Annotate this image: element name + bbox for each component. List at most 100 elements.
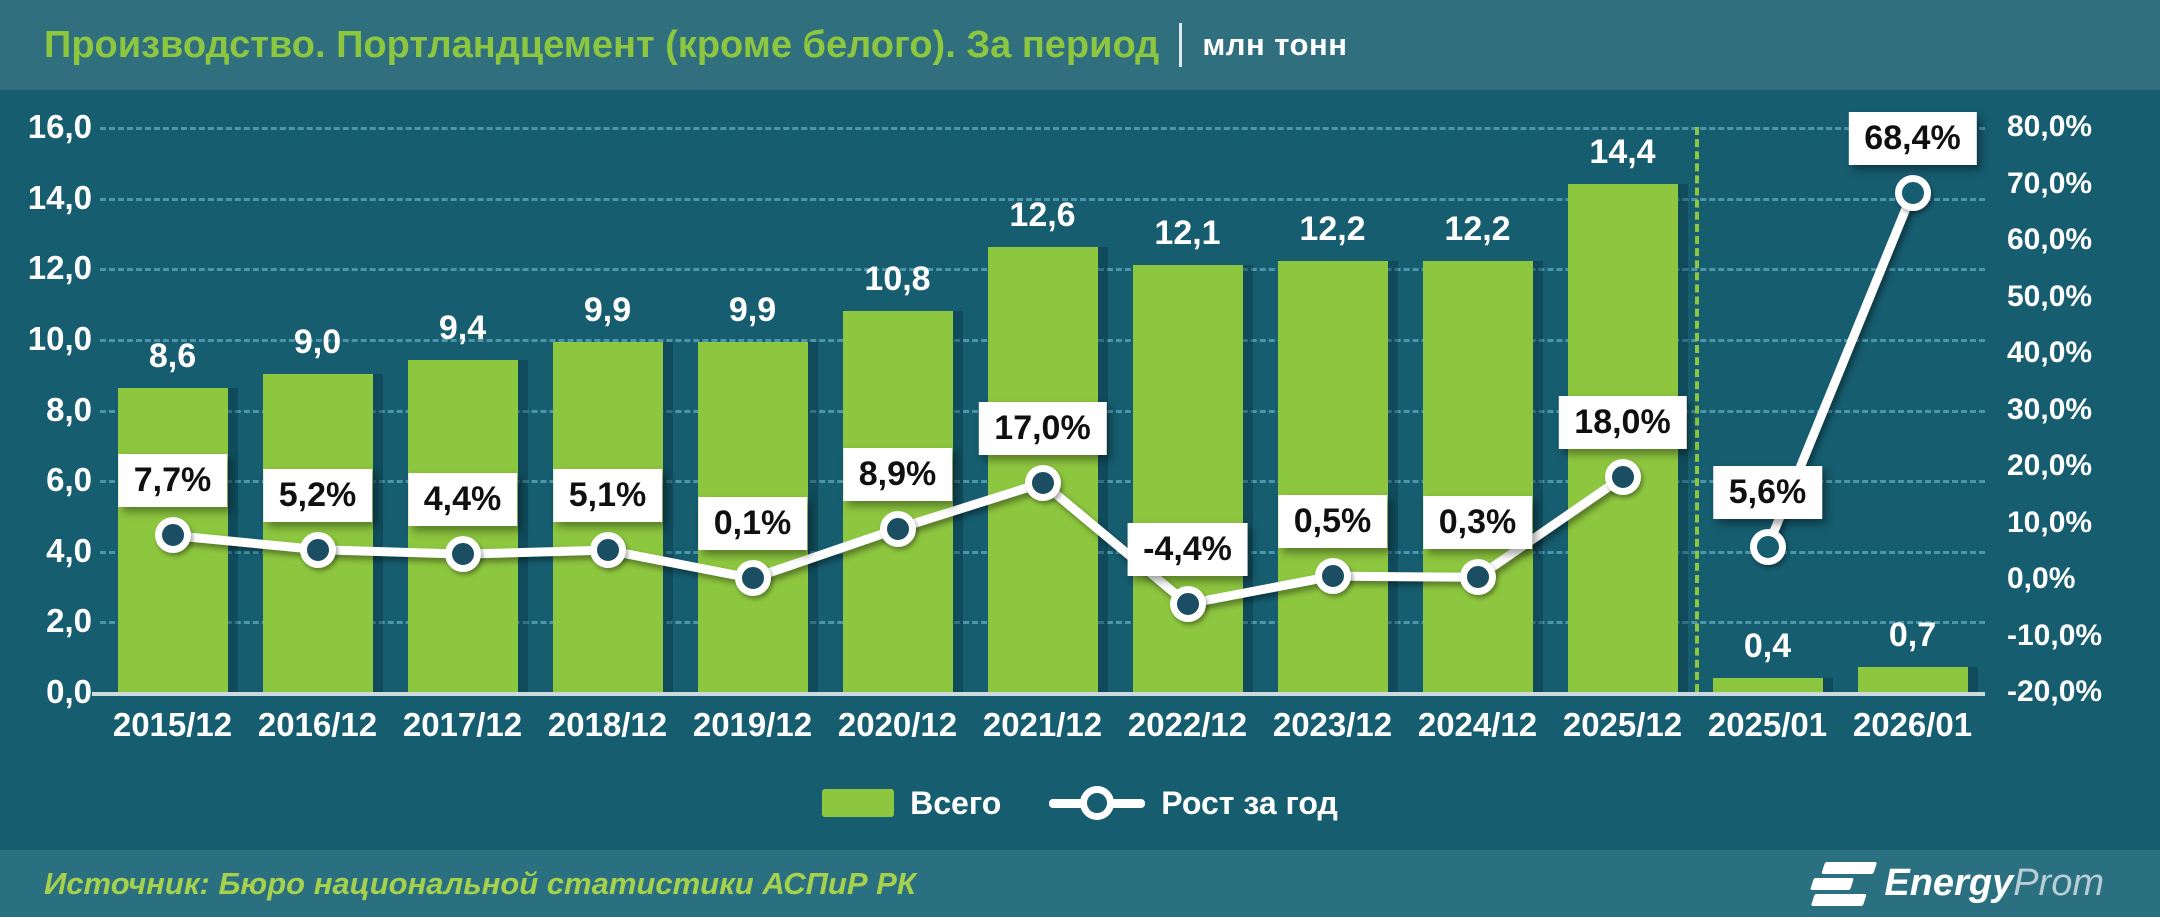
bar xyxy=(1132,264,1243,692)
right-axis-tick: -10,0% xyxy=(2007,618,2103,652)
circle-marker-icon xyxy=(1080,786,1115,820)
bar xyxy=(1857,667,1968,692)
header-bar: Производство. Портландцемент (кроме бело… xyxy=(0,0,2160,90)
x-axis-category: 2025/12 xyxy=(1562,706,1683,743)
line-marker xyxy=(1024,464,1061,501)
bar-value-label: 9,9 xyxy=(583,291,632,330)
growth-value-label: 7,7% xyxy=(117,454,228,508)
growth-value-label: 5,1% xyxy=(552,469,663,523)
right-axis-tick: 70,0% xyxy=(2007,166,2093,200)
left-axis-tick: 12,0 xyxy=(27,249,92,287)
x-axis-category: 2023/12 xyxy=(1272,706,1393,743)
x-axis-category: 2015/12 xyxy=(112,706,233,743)
line-marker-icon xyxy=(1049,786,1146,820)
x-axis-line xyxy=(92,692,1985,696)
bar-value-label: 9,9 xyxy=(728,291,777,330)
bar-value-label: 12,2 xyxy=(1299,210,1366,249)
x-axis-category: 2017/12 xyxy=(402,706,523,743)
left-axis-tick: 14,0 xyxy=(27,178,92,216)
growth-value-label: 0,5% xyxy=(1277,495,1388,549)
x-axis-category: 2026/01 xyxy=(1852,706,1973,743)
bar-value-label: 0,4 xyxy=(1743,626,1792,665)
brand-logo: EnergyProm xyxy=(1810,861,2104,906)
title-divider xyxy=(1179,23,1183,67)
right-axis-tick: 30,0% xyxy=(2007,392,2093,426)
growth-value-label: 18,0% xyxy=(1558,396,1687,450)
x-axis-category: 2019/12 xyxy=(692,706,813,743)
bar xyxy=(842,310,953,692)
line-marker xyxy=(444,536,481,573)
growth-value-label: 4,4% xyxy=(407,473,518,527)
growth-value-label: 0,1% xyxy=(697,497,808,551)
right-axis-tick: -20,0% xyxy=(2007,675,2103,708)
growth-value-label: 68,4% xyxy=(1848,111,1977,165)
energyprom-icon xyxy=(1810,861,1878,906)
gridline xyxy=(100,127,1985,130)
right-axis-tick: 10,0% xyxy=(2007,505,2093,539)
right-axis-tick: 80,0% xyxy=(2007,110,2093,143)
line-marker xyxy=(1314,558,1351,595)
bar-value-label: 12,2 xyxy=(1444,210,1511,249)
legend-item-growth: Рост за год xyxy=(1049,785,1338,822)
x-axis-category: 2025/01 xyxy=(1707,706,1828,743)
legend-total-label: Всего xyxy=(910,784,1002,821)
left-axis-tick: 10,0 xyxy=(27,319,92,357)
bar-value-label: 12,1 xyxy=(1154,213,1221,252)
line-marker xyxy=(589,532,626,569)
x-axis-category: 2024/12 xyxy=(1417,706,1538,743)
right-axis-tick: 40,0% xyxy=(2007,336,2093,369)
legend-growth-label: Рост за год xyxy=(1161,784,1338,821)
source-note: Источник: Бюро национальной статистики А… xyxy=(44,865,916,901)
growth-value-label: 5,2% xyxy=(262,468,373,522)
line-marker xyxy=(1604,459,1641,496)
growth-value-label: 5,6% xyxy=(1712,466,1823,520)
line-marker xyxy=(879,510,916,547)
bar-swatch-icon xyxy=(822,789,895,817)
bar-value-label: 8,6 xyxy=(148,337,197,376)
line-marker xyxy=(154,517,191,554)
x-axis-category: 2020/12 xyxy=(837,706,958,743)
bar xyxy=(1422,261,1533,692)
line-marker xyxy=(299,531,336,568)
left-axis-tick: 4,0 xyxy=(46,531,92,569)
period-separator xyxy=(1695,127,1699,692)
bar-value-label: 0,7 xyxy=(1888,616,1937,655)
brand-text: EnergyProm xyxy=(1884,862,2104,904)
growth-value-label: 0,3% xyxy=(1422,496,1533,550)
line-marker xyxy=(1894,174,1931,211)
right-axis-tick: 50,0% xyxy=(2007,279,2093,313)
line-marker xyxy=(1459,559,1496,596)
left-axis-tick: 6,0 xyxy=(46,461,92,499)
footer-bar: Источник: Бюро национальной статистики А… xyxy=(0,850,2160,917)
line-marker xyxy=(1169,585,1206,622)
left-axis-tick: 0,0 xyxy=(46,673,92,710)
right-axis-tick: 0,0% xyxy=(2007,562,2076,595)
left-axis-tick: 2,0 xyxy=(46,602,92,640)
chart-unit-label: млн тонн xyxy=(1202,27,1348,62)
right-axis-tick: 60,0% xyxy=(2007,223,2093,256)
bar-value-label: 14,4 xyxy=(1589,132,1656,171)
gridline xyxy=(100,197,1985,201)
bar xyxy=(1712,677,1823,692)
line-marker xyxy=(1749,529,1786,566)
growth-value-label: 17,0% xyxy=(978,401,1107,455)
left-axis-tick: 8,0 xyxy=(46,390,92,428)
bar-value-label: 9,4 xyxy=(438,309,487,348)
x-axis-category: 2016/12 xyxy=(257,706,378,743)
growth-value-label: 8,9% xyxy=(842,447,953,501)
bar-value-label: 12,6 xyxy=(1009,196,1076,235)
left-axis-tick: 16,0 xyxy=(27,108,92,145)
growth-value-label: -4,4% xyxy=(1127,522,1248,576)
x-axis-category: 2021/12 xyxy=(982,706,1103,743)
x-axis-category: 2022/12 xyxy=(1127,706,1248,743)
right-axis-tick: 20,0% xyxy=(2007,449,2093,482)
chart-title: Производство. Портландцемент (кроме бело… xyxy=(44,23,1160,66)
bar-value-label: 9,0 xyxy=(293,323,342,362)
legend-item-total: Всего xyxy=(822,785,1001,822)
bar-value-label: 10,8 xyxy=(864,259,931,298)
bar xyxy=(1277,261,1388,692)
x-axis-category: 2018/12 xyxy=(547,706,668,743)
line-marker xyxy=(734,560,771,597)
legend: Всего Рост за год xyxy=(0,780,2160,826)
